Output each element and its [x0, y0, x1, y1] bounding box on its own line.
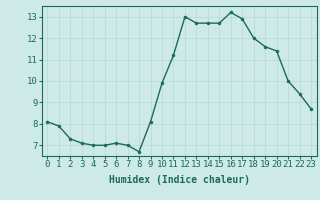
X-axis label: Humidex (Indice chaleur): Humidex (Indice chaleur) — [109, 175, 250, 185]
